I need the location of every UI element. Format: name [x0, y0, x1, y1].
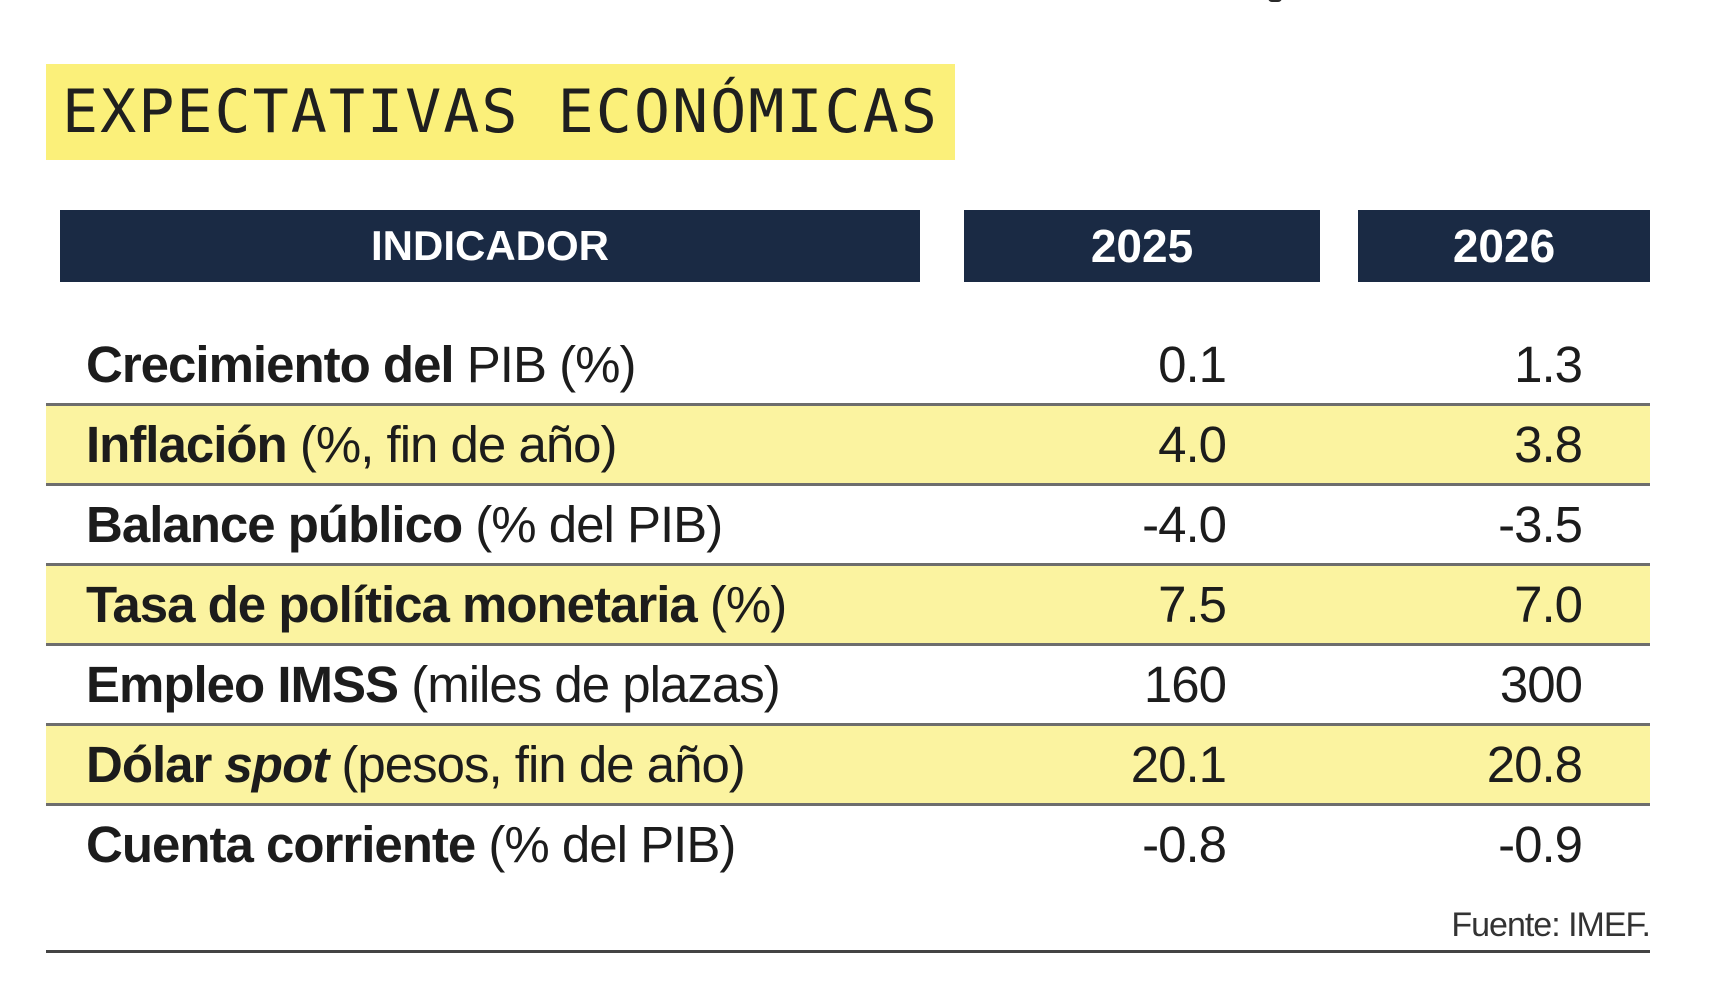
- value-2026: 3.8: [1514, 415, 1583, 473]
- value-2026: 7.0: [1514, 575, 1583, 633]
- value-2025: 4.0: [1158, 415, 1227, 473]
- value-2026: -3.5: [1498, 495, 1583, 553]
- row-label: Crecimiento del PIB (%): [86, 335, 636, 393]
- value-2026: 1.3: [1514, 335, 1583, 393]
- value-2026: 300: [1499, 655, 1583, 713]
- value-2025: 20.1: [1130, 735, 1227, 793]
- cropped-text-fragment: [1268, 0, 1282, 2]
- source-note: Fuente: IMEF.: [1451, 906, 1651, 944]
- row-label: Empleo IMSS (miles de plazas): [86, 655, 781, 713]
- table-row: Inflación (%, fin de año) 4.0 3.8: [46, 404, 1650, 486]
- row-label: Tasa de política monetaria (%): [86, 575, 787, 633]
- value-2025: 160: [1143, 655, 1227, 713]
- value-2025: -4.0: [1142, 495, 1227, 553]
- table-row: Dólar spot (pesos, fin de año) 20.1 20.8: [46, 724, 1650, 806]
- table-row: Cuenta corriente (% del PIB) -0.8 -0.9: [46, 804, 1650, 884]
- indicator-table: Crecimiento del PIB (%) 0.1 1.3 Inflació…: [46, 324, 1650, 884]
- row-label: Inflación (%, fin de año): [86, 415, 618, 473]
- header-2025: 2025: [964, 210, 1320, 282]
- value-2025: -0.8: [1142, 815, 1227, 873]
- row-divider: [46, 563, 1650, 566]
- table-row: Tasa de política monetaria (%) 7.5 7.0: [46, 564, 1650, 646]
- row-divider: [46, 403, 1650, 406]
- table-row: Empleo IMSS (miles de plazas) 160 300: [46, 644, 1650, 726]
- table-row: Balance público (% del PIB) -4.0 -3.5: [46, 484, 1650, 566]
- value-2026: 20.8: [1486, 735, 1583, 793]
- value-2025: 0.1: [1158, 335, 1227, 393]
- value-2026: -0.9: [1498, 815, 1583, 873]
- value-2025: 7.5: [1158, 575, 1227, 633]
- row-label: Balance público (% del PIB): [86, 495, 723, 553]
- header-indicator: INDICADOR: [60, 210, 920, 282]
- header-2026: 2026: [1358, 210, 1650, 282]
- title-highlight: EXPECTATIVAS ECONÓMICAS: [46, 64, 955, 160]
- row-divider: [46, 483, 1650, 486]
- row-divider: [46, 723, 1650, 726]
- row-label: Dólar spot (pesos, fin de año): [86, 735, 746, 793]
- table-row: Crecimiento del PIB (%) 0.1 1.3: [46, 324, 1650, 406]
- row-label: Cuenta corriente (% del PIB): [86, 815, 736, 873]
- page-title: EXPECTATIVAS ECONÓMICAS: [62, 77, 939, 147]
- row-divider: [46, 643, 1650, 646]
- bottom-rule: [46, 950, 1650, 953]
- row-divider: [46, 803, 1650, 806]
